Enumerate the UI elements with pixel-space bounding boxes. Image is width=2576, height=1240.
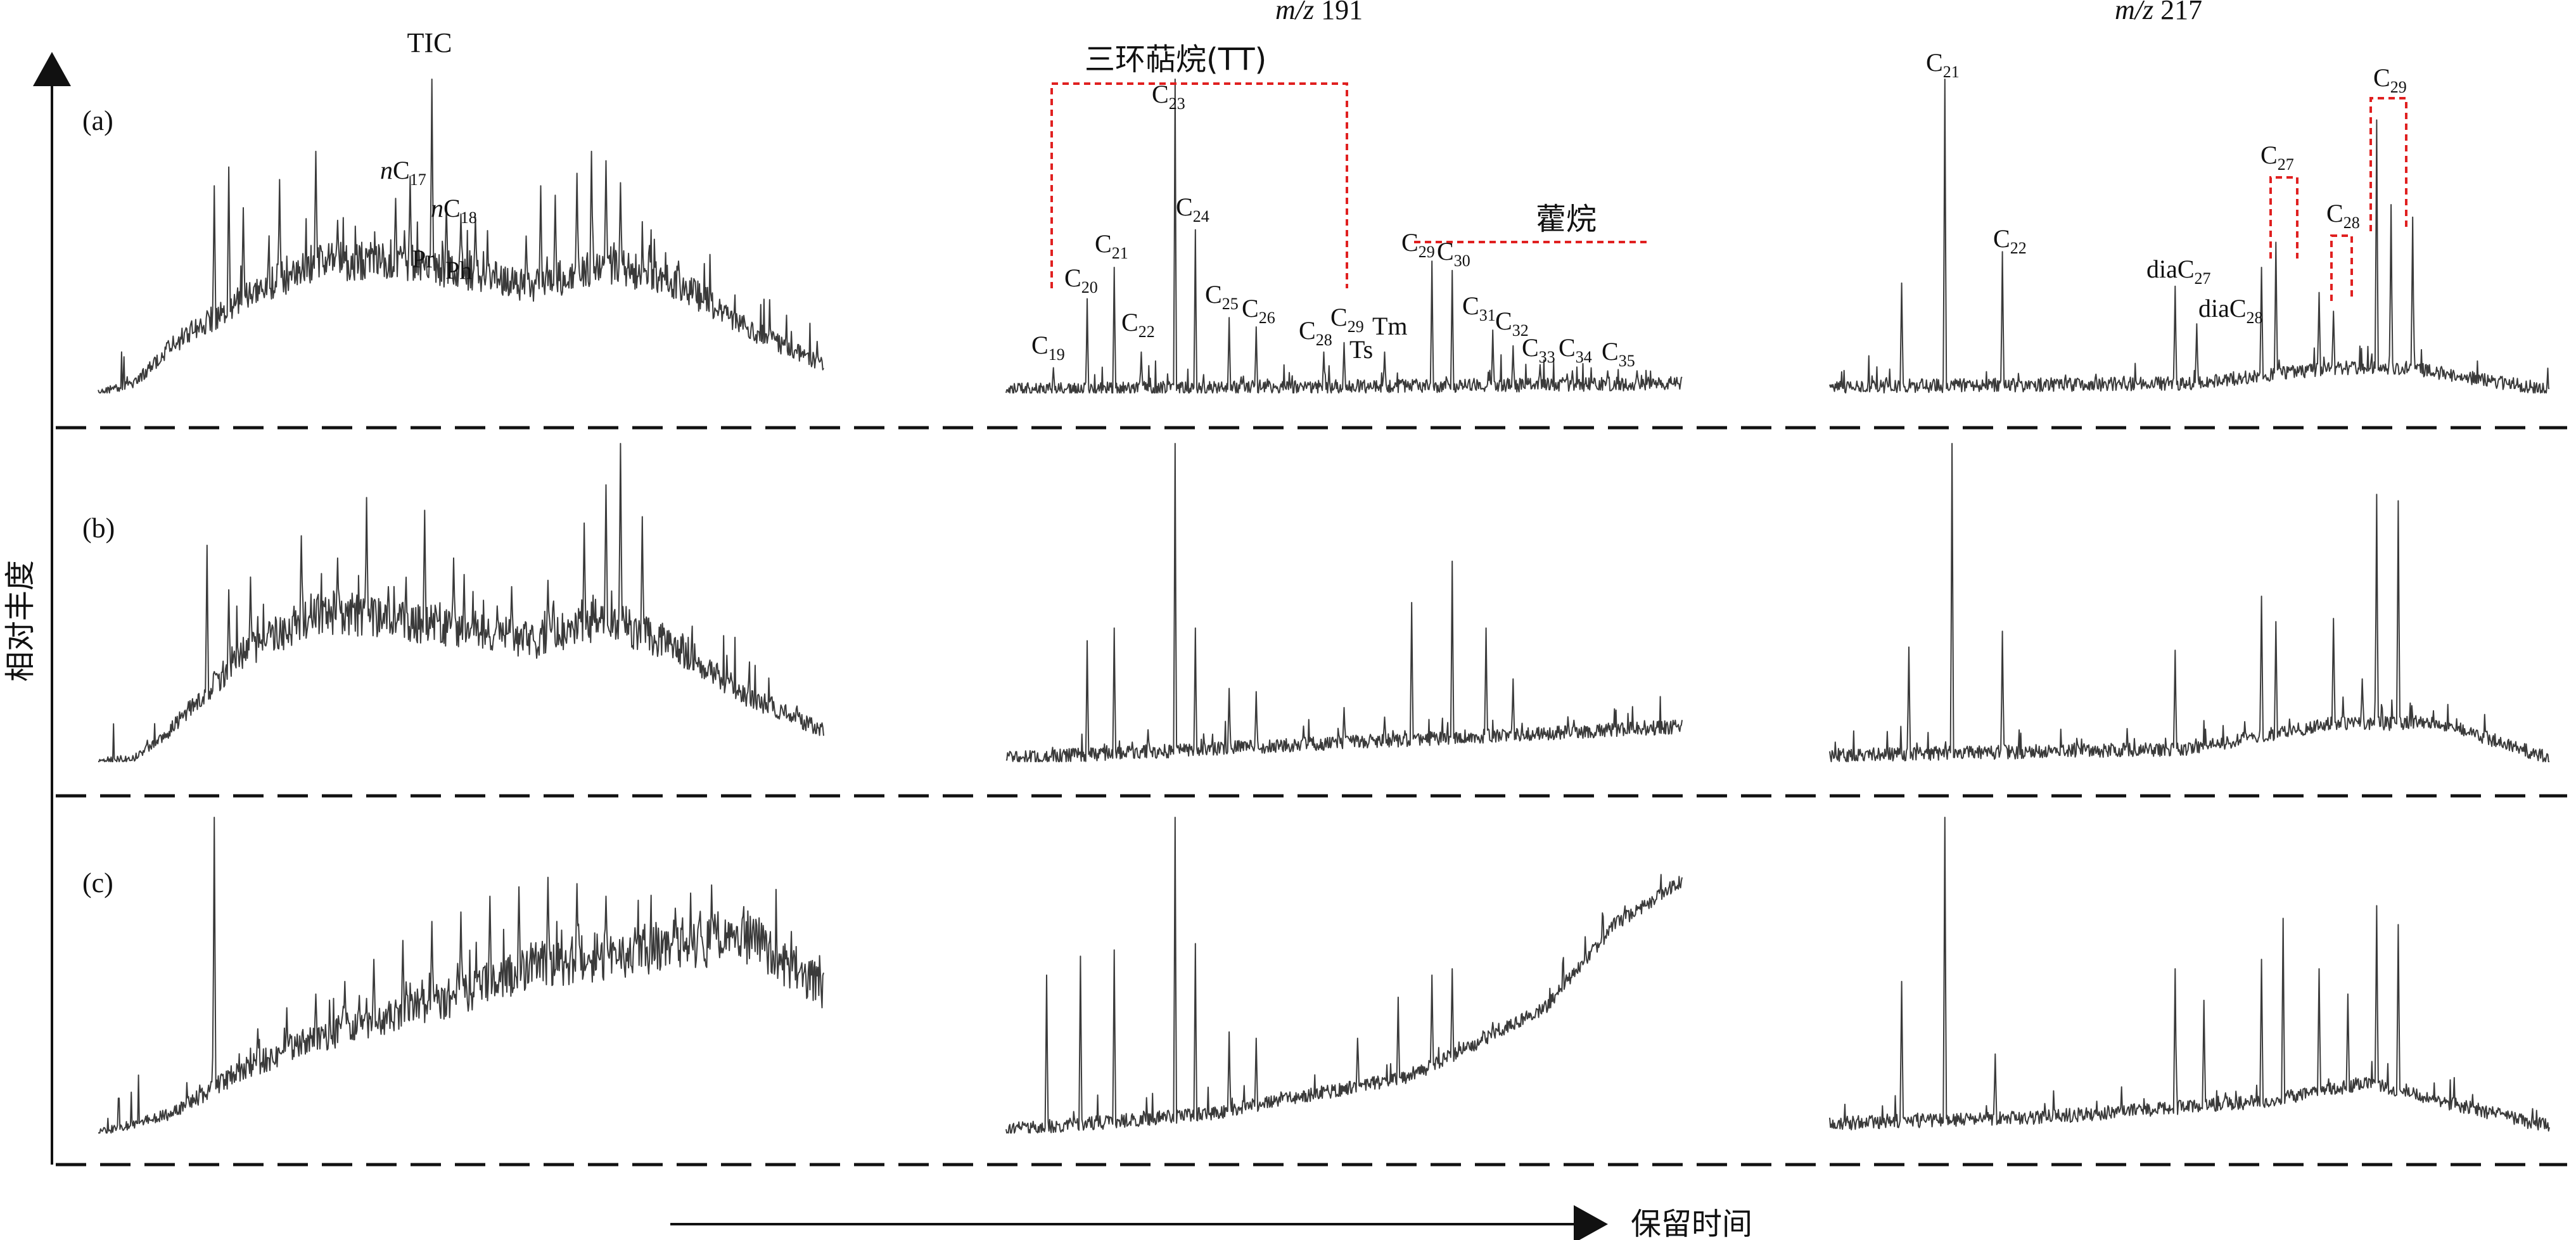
peak-label-c20: C20 (1064, 264, 1098, 297)
c29-bracket (2369, 97, 2407, 231)
sterane-brackets (2269, 97, 2407, 301)
mz191-peak-labels: C19 C20 C21 C22 C23 C24 C25 C26 C28 C29 … (1031, 80, 1635, 370)
panel-label-a: (a) (82, 105, 113, 136)
peak-label-diac28: diaC28 (2198, 294, 2263, 327)
column-header-mz217: m/z 217 (2115, 0, 2202, 25)
peak-label-c31: C31 (1462, 291, 1496, 324)
peak-label-nc18: nC18 (431, 194, 477, 227)
panel-label-c: (c) (82, 867, 113, 898)
trace-c-mz191 (1005, 817, 1683, 1134)
peak-label-c23: C23 (1152, 80, 1185, 113)
peak-label-c21: C21 (1095, 229, 1128, 262)
c27-bracket (2269, 176, 2299, 259)
peak-label-diac27: diaC27 (2146, 255, 2211, 288)
peak-label-c28-sterane: C28 (2326, 199, 2360, 232)
mz217-peak-labels: C21 C22 diaC27 diaC28 C27 C28 C29 (1926, 48, 2407, 327)
peak-label-c21-sterane: C21 (1926, 48, 1960, 81)
peak-label-c29-sterane: C29 (2373, 63, 2407, 96)
trace-a-mz217 (1829, 79, 2550, 393)
trace-b-tic (98, 443, 824, 762)
peak-label-c32: C32 (1495, 307, 1529, 340)
peak-label-c34: C34 (1559, 333, 1592, 366)
peak-label-c27: C27 (2260, 141, 2294, 174)
trace-a-tic (98, 79, 824, 393)
peak-label-c35: C35 (1602, 337, 1635, 370)
peak-label-c29-tt: C29 (1330, 303, 1364, 336)
tricyclic-terpane-bracket (1050, 82, 1348, 288)
peak-label-c22-sterane: C22 (1993, 224, 2027, 257)
column-header-tic: TIC (407, 27, 452, 58)
peak-label-c28: C28 (1299, 316, 1332, 349)
peak-label-pr: Pr (412, 245, 435, 273)
peak-label-c29-hopane: C29 (1401, 228, 1435, 261)
peak-label-c22: C22 (1121, 308, 1155, 341)
c28-bracket (2330, 234, 2353, 301)
peak-label-c33: C33 (1522, 333, 1555, 366)
y-axis-label: 相对丰度 (3, 560, 38, 682)
trace-b-mz191 (1005, 443, 1683, 762)
peak-label-ph: Ph (445, 256, 472, 284)
tricyclic-group-label: 三环萜烷(TT) (1085, 42, 1266, 77)
peak-label-c24: C24 (1176, 193, 1209, 226)
peak-label-c30: C30 (1437, 237, 1470, 270)
column-header-mz191: m/z 191 (1275, 0, 1363, 25)
panel-label-b: (b) (82, 513, 115, 544)
trace-a-mz191 (1005, 79, 1683, 393)
peak-label-c19: C19 (1031, 331, 1065, 364)
trace-c-tic (98, 817, 824, 1134)
trace-c-mz217 (1829, 817, 2550, 1132)
x-axis-label: 保留时间 (1631, 1206, 1752, 1240)
peak-label-c26: C26 (1242, 294, 1275, 327)
peak-label-tm: Tm (1372, 312, 1408, 340)
peak-label-c25: C25 (1205, 280, 1239, 313)
peak-label-nc17: nC17 (380, 156, 426, 189)
hopane-group-label: 藿烷 (1536, 201, 1597, 237)
traces (98, 79, 2550, 1134)
trace-b-mz217 (1829, 443, 2549, 762)
peak-label-ts: Ts (1349, 335, 1373, 364)
